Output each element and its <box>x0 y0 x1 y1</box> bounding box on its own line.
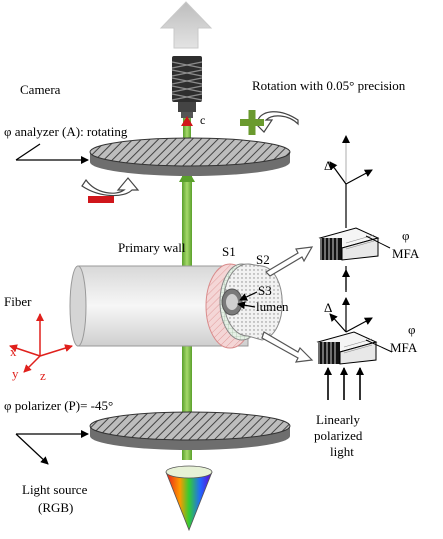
delta-bottom-axes <box>329 297 373 333</box>
analyzer-label: φ analyzer (A): rotating <box>4 124 128 139</box>
fiber-label: Fiber <box>4 294 32 309</box>
light-source-cone <box>165 465 213 532</box>
output-arrow <box>159 1 213 49</box>
s3-pointer <box>237 291 258 310</box>
mfa-block-top <box>318 227 391 261</box>
light-source-label-1: Light source <box>22 482 88 497</box>
delta-top-label: Δ <box>324 158 332 173</box>
fiber-cylinder <box>69 265 249 347</box>
s3-lumen <box>221 288 243 316</box>
polarizer-disc <box>89 411 291 450</box>
phi-top-label: φ <box>402 228 410 243</box>
polarized-light-arrows <box>324 367 364 400</box>
light-source-label-2: (RGB) <box>38 500 73 515</box>
minus-icon <box>88 196 114 203</box>
s1-label: S1 <box>222 244 236 259</box>
mfa-block-bottom <box>316 331 393 365</box>
s3-label: S3 <box>258 283 272 298</box>
delta-top-axes <box>329 135 373 228</box>
mfa-bottom-label: MFA <box>390 340 418 355</box>
axis-z-label: z <box>40 368 46 383</box>
rotate-arrow-top-icon <box>250 111 299 133</box>
polarizer-angle-icon <box>15 430 89 465</box>
callout-arrow-bottom <box>261 331 314 363</box>
camera-icon <box>171 56 203 118</box>
polarizer-label: φ polarizer (P)= -45° <box>4 398 113 413</box>
axis-y-label: y <box>12 366 19 381</box>
s2-label: S2 <box>256 252 270 267</box>
camera-c-label: c <box>200 113 205 127</box>
mfa-top-label: MFA <box>392 246 420 261</box>
lumen-label: lumen <box>256 299 289 314</box>
fiber-axes <box>9 313 73 373</box>
analyzer-angle-icon <box>15 143 89 164</box>
rotation-label: Rotation with 0.05° precision <box>252 78 406 93</box>
axis-x-label: x <box>10 344 17 359</box>
plus-icon <box>240 110 264 135</box>
linearly-label-1: Linearly <box>316 412 361 427</box>
linearly-label-2: polarized <box>314 428 363 443</box>
camera-label: Camera <box>20 82 61 97</box>
delta-bottom-label: Δ <box>324 300 332 315</box>
primary-wall-label: Primary wall <box>118 240 186 255</box>
linearly-label-3: light <box>330 444 354 459</box>
rotate-arrow-bottom-icon <box>81 177 140 197</box>
callout-arrow-top <box>265 246 314 277</box>
analyzer-disc <box>89 137 291 176</box>
phi-bottom-label: φ <box>408 322 416 337</box>
